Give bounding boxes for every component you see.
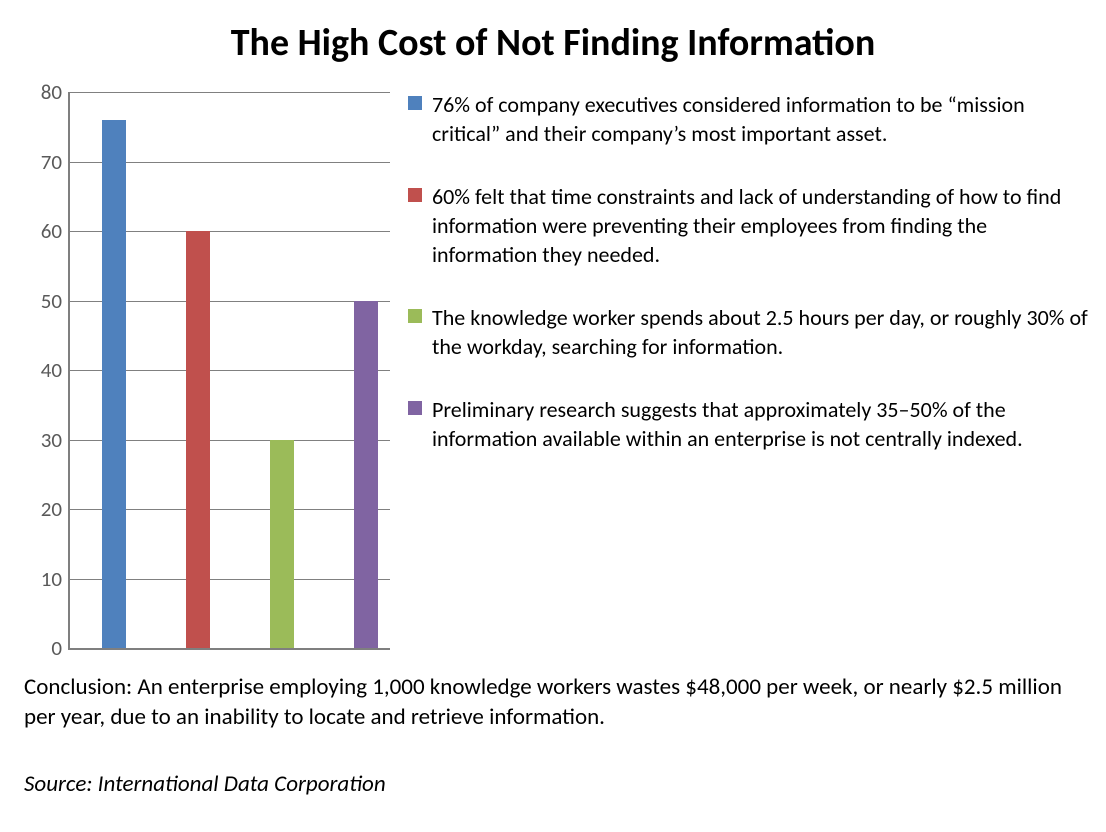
bar-2: [270, 440, 294, 649]
y-tick-label: 60: [41, 218, 70, 244]
y-tick-label: 0: [51, 635, 70, 661]
bar-3: [354, 301, 378, 649]
y-tick-label: 70: [41, 149, 70, 175]
legend: 76% of company executives considered inf…: [408, 90, 1088, 453]
legend-item-2: The knowledge worker spends about 2.5 ho…: [408, 303, 1088, 361]
legend-text: The knowledge worker spends about 2.5 ho…: [432, 303, 1088, 361]
legend-item-1: 60% felt that time constraints and lack …: [408, 182, 1088, 269]
legend-item-0: 76% of company executives considered inf…: [408, 90, 1088, 148]
bar-chart: 01020304050607080: [20, 88, 400, 648]
y-tick-label: 80: [41, 79, 70, 105]
legend-text: 76% of company executives considered inf…: [432, 90, 1088, 148]
legend-text: 60% felt that time constraints and lack …: [432, 182, 1088, 269]
legend-swatch: [408, 96, 422, 110]
legend-item-3: Preliminary research suggests that appro…: [408, 395, 1088, 453]
bar-1: [186, 231, 210, 648]
legend-swatch: [408, 188, 422, 202]
legend-swatch: [408, 309, 422, 323]
legend-text: Preliminary research suggests that appro…: [432, 395, 1088, 453]
gridline: [70, 92, 390, 93]
legend-swatch: [408, 401, 422, 415]
plot-area: 01020304050607080: [68, 92, 390, 650]
page: The High Cost of Not Finding Information…: [0, 0, 1106, 832]
source-text: Source: International Data Corporation: [24, 770, 386, 798]
y-tick-label: 40: [41, 357, 70, 383]
y-tick-label: 10: [41, 566, 70, 592]
conclusion-text: Conclusion: An enterprise employing 1,00…: [24, 672, 1084, 732]
y-tick-label: 20: [41, 496, 70, 522]
y-tick-label: 50: [41, 288, 70, 314]
bar-0: [102, 120, 126, 648]
page-title: The High Cost of Not Finding Information: [0, 20, 1106, 66]
y-tick-label: 30: [41, 427, 70, 453]
